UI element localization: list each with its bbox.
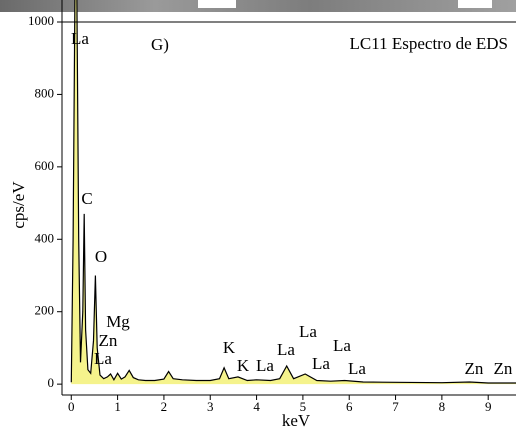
- x-tick-label: 5: [300, 399, 307, 414]
- x-tick-label: 2: [161, 399, 168, 414]
- peak-label: La: [71, 29, 89, 48]
- x-tick-label: 4: [253, 399, 260, 414]
- x-tick-label: 3: [207, 399, 214, 414]
- x-tick-label: 8: [439, 399, 446, 414]
- chart: G) LC11 Espectro de EDS keV cps/eV 0 200 4…: [0, 0, 516, 432]
- peak-label: La: [94, 349, 112, 368]
- peak-label: Zn: [99, 331, 118, 350]
- peak-label: La: [348, 359, 366, 378]
- panel-label: G): [151, 35, 169, 54]
- peak-label: Zn: [465, 359, 484, 378]
- peak-label: K: [237, 356, 250, 375]
- peak-label: Mg: [106, 312, 130, 331]
- x-axis-label: keV: [282, 411, 311, 430]
- peak-label: La: [299, 322, 317, 341]
- image-strip-patch: [458, 0, 492, 8]
- peak-label: La: [277, 340, 295, 359]
- x-tick-label: 6: [346, 399, 353, 414]
- y-tick-label: 600: [35, 158, 55, 173]
- x-tick-label: 7: [392, 399, 399, 414]
- y-axis-label: cps/eV: [9, 181, 28, 229]
- y-tick-label: 400: [35, 230, 55, 245]
- y-tick-label: 200: [35, 303, 55, 318]
- peak-label: La: [333, 336, 351, 355]
- peak-label: Zn: [494, 359, 513, 378]
- x-tick-label: 0: [68, 399, 75, 414]
- x-tick-label: 1: [114, 399, 121, 414]
- peak-label: La: [312, 354, 330, 373]
- y-tick-label: 1000: [28, 13, 54, 28]
- spectrum-line: [71, 0, 516, 383]
- image-strip-patch: [198, 0, 236, 8]
- peak-label: K: [223, 338, 236, 357]
- y-tick-label: 800: [35, 85, 55, 100]
- peak-label: La: [256, 356, 274, 375]
- peak-label: C: [81, 189, 92, 208]
- plot-area: [71, 0, 516, 384]
- x-tick-label: 9: [485, 399, 492, 414]
- spectrum-fill: [71, 0, 516, 384]
- y-tick-label: 0: [48, 375, 55, 390]
- peak-label: O: [95, 247, 107, 266]
- chart-title: LC11 Espectro de EDS: [350, 34, 508, 53]
